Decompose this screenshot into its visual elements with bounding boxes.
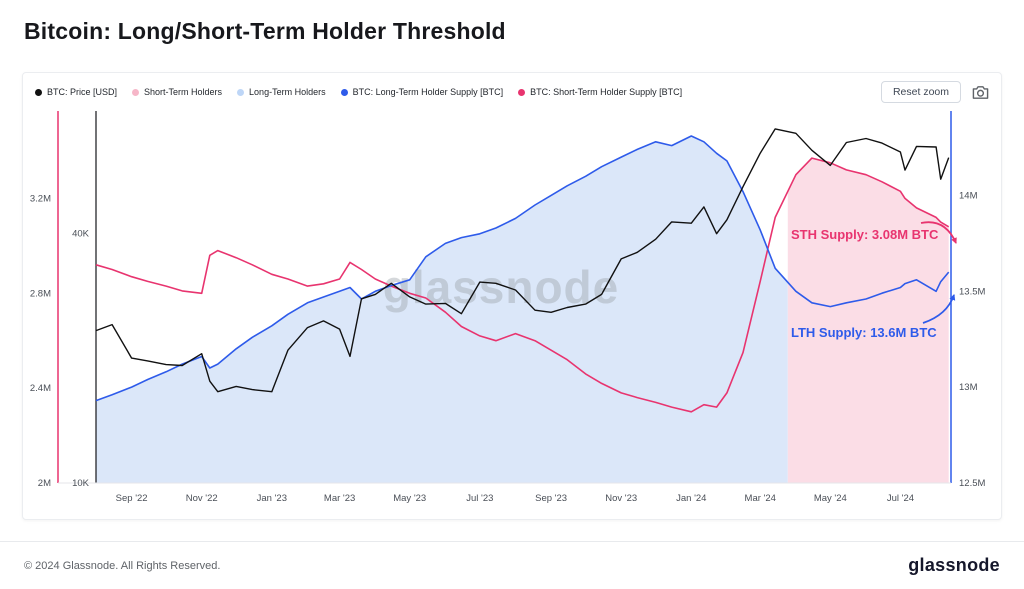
legend-dot-icon [340,88,348,96]
price-axis-tick: 10K [72,478,90,489]
x-axis-tick: May '23 [393,493,426,504]
x-axis-tick: Jul '24 [887,493,914,504]
legend-label: Short-Term Holders [144,87,223,97]
chart-header: BTC: Price [USD] Short-Term Holders Long-T… [23,73,1001,105]
glassnode-watermark: glassnode [383,261,620,313]
legend-label: Long-Term Holders [249,87,326,97]
legend-label: BTC: Long-Term Holder Supply [BTC] [352,87,504,97]
copyright-text: © 2024 Glassnode. All Rights Reserved. [24,559,221,572]
legend-dot-icon [518,88,526,96]
page-footer: © 2024 Glassnode. All Rights Reserved. g… [0,541,1024,589]
x-axis-tick: Mar '24 [745,493,776,504]
sth-axis-tick: 2.4M [30,383,51,394]
x-axis-tick: Jul '23 [466,493,493,504]
x-axis-tick: Jan '24 [676,493,706,504]
lth-axis-tick: 13M [959,382,978,393]
x-axis-tick: Nov '22 [186,493,218,504]
short-term-holders-area [787,158,949,483]
chart-plot-area[interactable]: glassnode 2M 2.4M 2.8M 3.2M 40K 10K 12.5M 13M 13.… [23,107,1001,513]
sth-supply-line [95,157,950,413]
btc-price-line [95,128,950,393]
page-title: Bitcoin: Long/Short-Term Holder Threshol… [24,18,506,44]
x-axis-tick: Nov '23 [605,493,637,504]
lth-axis-tick: 14M [959,190,978,201]
chart-legend: BTC: Price [USD] Short-Term Holders Long-T… [35,87,682,97]
x-axis-tick: Sep '22 [116,493,148,504]
lth-axis-tick: 13.5M [959,286,985,297]
sth-axis-tick: 2M [38,478,51,489]
lth-supply-annotation: LTH Supply: 13.6M BTC [791,325,937,340]
legend-dot-icon [132,88,140,96]
legend-label: BTC: Short-Term Holder Supply [BTC] [530,87,683,97]
lth-supply-line [95,135,950,402]
legend-dot-icon [35,88,42,96]
reset-zoom-button[interactable]: Reset zoom [880,81,961,103]
chart-card: BTC: Price [USD] Short-Term Holders Long-T… [22,72,1002,520]
legend-dot-icon [237,88,245,96]
sth-axis-tick: 2.8M [30,288,51,299]
x-axis-tick: Mar '23 [324,493,355,504]
sth-annotation-arrow [920,221,957,244]
glassnode-logo: glassnode [908,555,1000,575]
x-axis-tick: May '24 [814,493,847,504]
lth-annotation-arrow [922,294,956,324]
legend-item-btc-price-usd[interactable]: BTC: Price [USD] [35,87,117,97]
chart-actions: Reset zoom [880,81,991,103]
sth-axis-tick: 3.2M [30,193,51,204]
legend-label: BTC: Price [USD] [47,87,118,97]
legend-item-long-term-holders[interactable]: Long-Term Holders [237,87,326,97]
price-axis-tick: 40K [72,228,90,239]
x-axis-tick: Jan '23 [257,493,287,504]
legend-item-btc-long-term-holder-supply-btc[interactable]: BTC: Long-Term Holder Supply [BTC] [340,87,504,97]
camera-icon[interactable] [970,83,991,102]
x-axis-tick: Sep '23 [535,493,567,504]
lth-axis-tick: 12.5M [959,478,985,489]
legend-item-btc-short-term-holder-supply-btc[interactable]: BTC: Short-Term Holder Supply [BTC] [518,87,682,97]
sth-supply-annotation: STH Supply: 3.08M BTC [791,227,939,242]
legend-item-short-term-holders[interactable]: Short-Term Holders [132,87,222,97]
